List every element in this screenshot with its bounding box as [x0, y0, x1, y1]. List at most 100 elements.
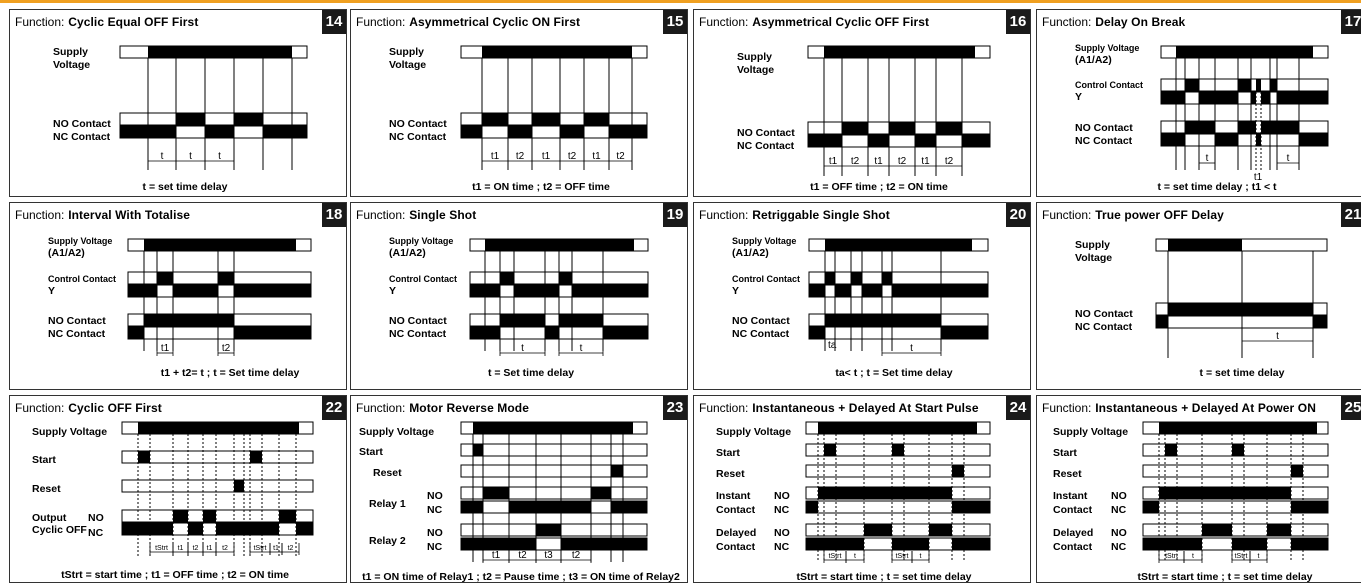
time-marker-label: t: [1258, 553, 1260, 560]
signal-label: NC: [1111, 541, 1127, 553]
reset-signal: [805, 464, 991, 478]
panel-title: Function: Cyclic OFF First: [15, 401, 162, 415]
function-prefix: Function:: [356, 15, 406, 29]
signal-label: Supply: [389, 46, 424, 58]
function-prefix: Function:: [15, 15, 65, 29]
panel-number-badge: 14: [322, 10, 346, 34]
time-marker-label: t1: [921, 156, 930, 167]
nc-contact-signal: [808, 326, 989, 340]
function-prefix: Function:: [15, 208, 65, 222]
time-marker: t1: [481, 151, 509, 164]
signal-label: NO: [1111, 490, 1127, 502]
time-marker-label: ta: [828, 340, 837, 351]
signal-label: NC Contact: [732, 328, 790, 340]
signal-label: NO Contact: [737, 127, 795, 139]
panel-caption: t = set time delay: [143, 181, 228, 193]
signal-label: NC Contact: [48, 328, 106, 340]
control-contact-y-bottom: [127, 284, 312, 298]
panel-title: Function: Interval With Totalise: [15, 208, 190, 222]
relay2-no-signal: [460, 523, 648, 537]
nc-contact-signal: [127, 326, 312, 340]
time-marker-label: t2: [851, 156, 860, 167]
panel-caption: t1 = ON time of Relay1 ; t2 = Pause time…: [362, 571, 680, 583]
time-marker-label: t: [580, 343, 583, 354]
signal-label: Supply Voltage: [359, 426, 434, 438]
time-marker-label: t2: [898, 156, 907, 167]
time-marker: tStrt: [1158, 551, 1185, 563]
time-marker: t2: [841, 156, 869, 169]
delayed-no-signal: [1142, 523, 1329, 537]
reset-signal: [121, 479, 314, 493]
signal-label: Contact: [716, 504, 756, 516]
signal-label: NO Contact: [48, 315, 106, 327]
signal-label: Supply: [53, 46, 88, 58]
signal-label: Voltage: [1075, 252, 1112, 264]
function-name: True power OFF Delay: [1095, 208, 1224, 222]
function-name: Cyclic Equal OFF First: [68, 15, 199, 29]
timing-diagram: Supply Voltage Start Reset Instant NO Contact…: [1053, 421, 1329, 582]
time-marker: t2: [608, 151, 633, 164]
panel-number-badge: 23: [663, 396, 687, 420]
time-marker: t3: [535, 550, 562, 563]
delayed-no-signal: [805, 523, 991, 537]
start-signal: [1142, 443, 1329, 457]
reset-signal: [460, 464, 648, 478]
time-marker: t1: [156, 343, 174, 356]
signal-label: Voltage: [53, 59, 90, 71]
function-name: Instantaneous + Delayed At Start Pulse: [752, 401, 979, 415]
delayed-nc-signal: [1142, 537, 1329, 551]
time-marker-label: t: [920, 553, 922, 560]
timing-diagram: Supply Voltage Start Reset Relay 1 NO NC Relay…: [359, 421, 680, 583]
top-accent-bar: [0, 0, 1361, 3]
time-marker: t1: [482, 550, 510, 563]
signal-label: Voltage: [389, 59, 426, 71]
panel-function-23: Function: Motor Reverse Mode 23 Supply Vol…: [350, 395, 688, 583]
signal-label: NO: [774, 490, 790, 502]
signal-label: Start: [359, 446, 383, 458]
time-marker-label: t1: [829, 156, 838, 167]
time-marker: t: [558, 343, 604, 356]
panel-function-25: Function: Instantaneous + Delayed At Pow…: [1036, 395, 1361, 583]
signal-label: Control Contact: [1075, 80, 1143, 90]
time-marker: t1: [202, 543, 217, 555]
time-marker-label: t1: [178, 545, 184, 552]
signal-label: NC: [1111, 504, 1127, 516]
start-signal: [121, 450, 314, 464]
time-marker-label: t2: [568, 151, 577, 162]
time-marker-label: t: [521, 343, 524, 354]
panel-number-badge: 20: [1006, 203, 1030, 227]
panel-title: Function: Cyclic Equal OFF First: [15, 15, 198, 29]
time-marker: t1: [531, 151, 561, 164]
time-marker: t2: [215, 543, 235, 555]
nc-contact-signal: [119, 125, 308, 139]
no-contact-signal: [460, 112, 648, 126]
signal-label: Instant: [1053, 490, 1088, 502]
signal-label: Reset: [32, 483, 61, 495]
instant-nc-signal: [805, 500, 991, 514]
signal-label: Supply Voltage: [48, 236, 112, 246]
signal-label: NO: [774, 527, 790, 539]
panel-title: Function: Retriggable Single Shot: [699, 208, 890, 222]
signal-label: NC Contact: [389, 328, 447, 340]
time-marker: t: [204, 151, 235, 164]
signal-label: NC: [774, 504, 790, 516]
signal-label: NO Contact: [1075, 122, 1133, 134]
time-marker-label: t: [161, 151, 164, 162]
instant-nc-signal: [1142, 500, 1329, 514]
time-marker-label: tStrt: [829, 553, 842, 560]
signal-label: Start: [32, 454, 56, 466]
time-marker-label: t1: [491, 151, 500, 162]
function-name: Interval With Totalise: [68, 208, 191, 222]
time-marker: t: [1249, 551, 1268, 563]
panel-number-badge: 19: [663, 203, 687, 227]
signal-label: Supply Voltage: [1053, 426, 1128, 438]
signal-label: NC Contact: [389, 131, 447, 143]
signal-label: Reset: [373, 467, 402, 479]
signal-label: Control Contact: [48, 274, 116, 284]
time-marker: t: [499, 343, 546, 356]
signal-label: Control Contact: [732, 274, 800, 284]
